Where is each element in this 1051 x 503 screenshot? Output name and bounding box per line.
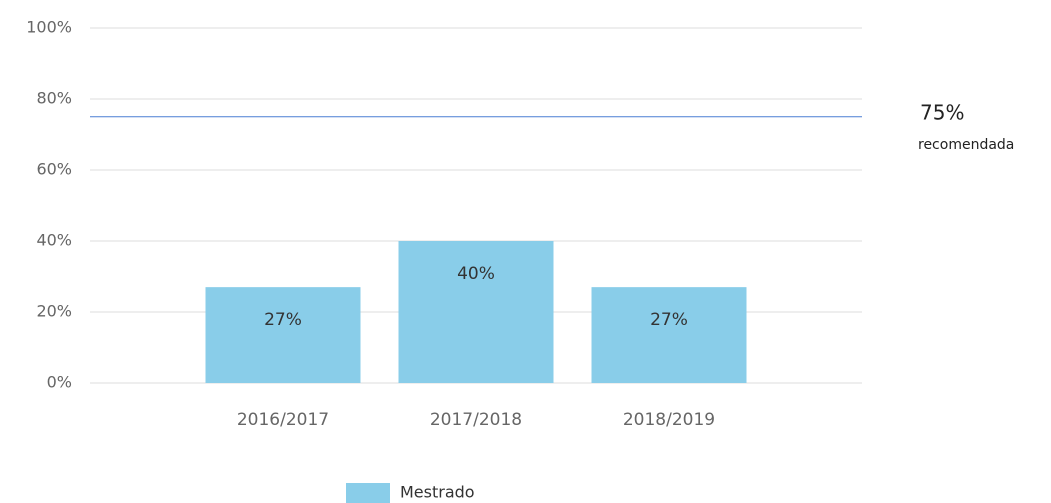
data-label: 27% <box>264 310 302 330</box>
y-tick-label: 20% <box>36 302 72 321</box>
bar <box>591 287 747 383</box>
x-tick-label: 2017/2018 <box>430 410 522 430</box>
legend-label: Mestrado <box>400 483 475 502</box>
y-tick-label: 60% <box>36 160 72 179</box>
y-tick-label: 40% <box>36 231 72 250</box>
data-label: 27% <box>650 310 688 330</box>
legend-swatch <box>346 483 390 503</box>
reference-label: 75% <box>920 100 964 124</box>
reference-text: recomendada <box>918 137 1014 153</box>
y-tick-label: 0% <box>47 373 72 392</box>
x-tick-label: 2018/2019 <box>623 410 715 430</box>
data-label: 40% <box>457 264 495 284</box>
y-tick-label: 100% <box>26 18 72 37</box>
bar <box>398 241 554 383</box>
bar <box>205 287 361 383</box>
y-tick-label: 80% <box>36 89 72 108</box>
x-tick-label: 2016/2017 <box>237 410 329 430</box>
